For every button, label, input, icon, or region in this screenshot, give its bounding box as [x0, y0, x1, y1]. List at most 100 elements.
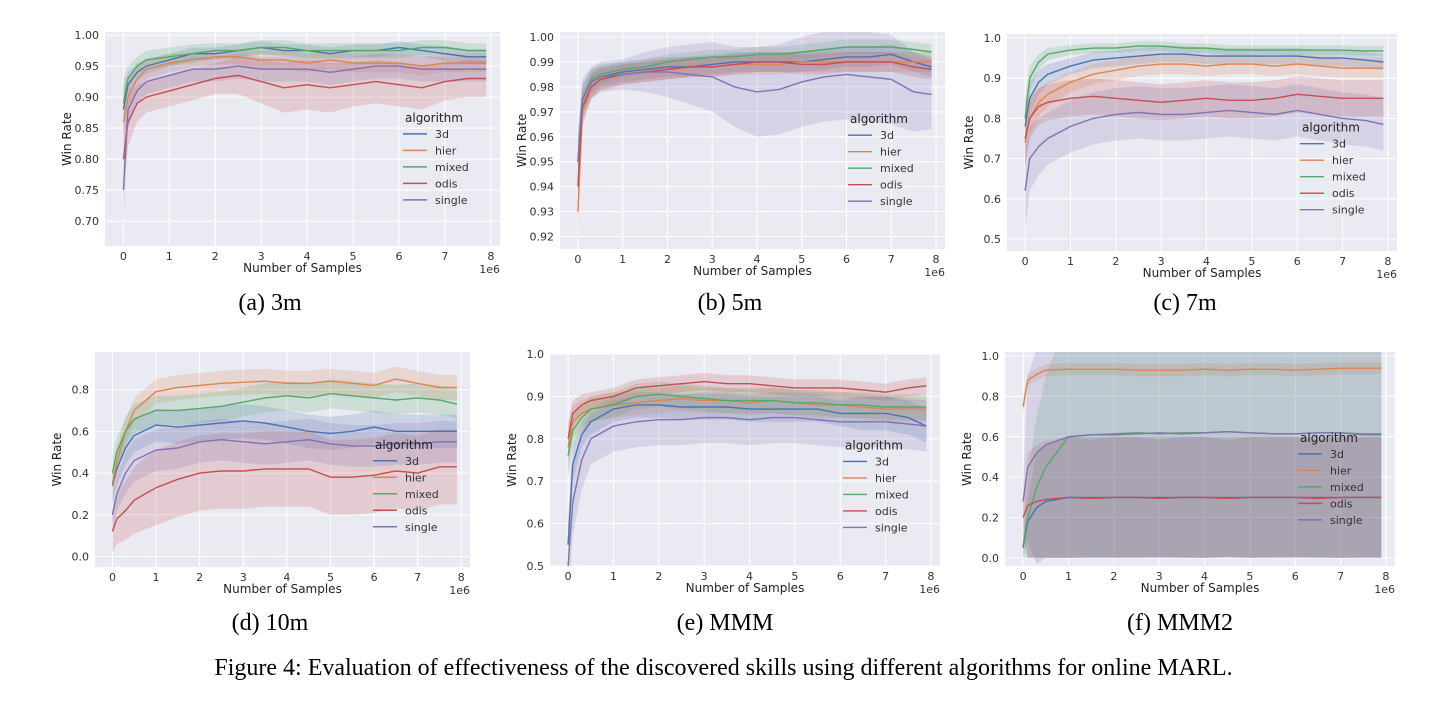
series-line-single — [577, 71, 932, 162]
x-tick-label: 3 — [240, 571, 247, 584]
series-line-mixed — [577, 46, 932, 162]
legend-label-hier: hier — [435, 144, 457, 157]
y-tick-label: 0.0 — [72, 551, 90, 564]
x-tick-label: 8 — [1384, 255, 1391, 268]
x-tick-label: 4 — [1203, 255, 1210, 268]
x-tick-label: 2 — [1110, 570, 1117, 583]
subcaption-mmm: (e) MMM — [676, 610, 774, 636]
legend-title: algorithm — [1302, 121, 1360, 135]
x-scale-label: 1e6 — [919, 583, 940, 596]
chart-svg: 0 1 2 3 4 5 6 7 8 0.92 0.93 0.94 0.95 0.96 0.97 0.98 0.9… — [515, 31, 945, 279]
chart-svg: 0 1 2 3 4 5 6 7 8 0.5 0.6 0.7 0.8 0.9 1.0 1e6 Number of … — [505, 348, 940, 596]
y-tick-label: 0.75 — [75, 184, 100, 197]
legend-label-odis: odis — [875, 505, 898, 518]
subcaption-mmm2: (f) MMM2 — [1127, 610, 1233, 636]
y-tick-label: 0.6 — [72, 425, 90, 438]
legend-label-3d: 3d — [875, 455, 889, 468]
x-tick-label: 2 — [655, 570, 662, 583]
y-tick-label: 0.85 — [75, 122, 100, 135]
x-tick-label: 1 — [1065, 570, 1072, 583]
series-line-odis — [1022, 496, 1382, 518]
legend-label-mixed: mixed — [880, 162, 914, 175]
confidence-band-3d — [1023, 436, 1382, 564]
legend-label-odis: odis — [880, 179, 903, 192]
confidence-band-hier — [1023, 362, 1382, 415]
x-tick-label: 8 — [487, 250, 494, 263]
y-tick-label: 1.00 — [75, 29, 100, 42]
confidence-band-3d — [123, 41, 487, 135]
x-axis-label: Number of Samples — [1143, 266, 1262, 280]
series-line-3d — [1024, 53, 1384, 127]
x-tick-label: 4 — [753, 253, 760, 266]
x-scale-label: 1e6 — [924, 266, 945, 279]
series-line-3d — [567, 404, 927, 545]
x-tick-label: 7 — [414, 571, 421, 584]
confidence-band-single — [1025, 84, 1384, 231]
series-line-hier — [1022, 367, 1382, 407]
legend-label-3d: 3d — [435, 128, 449, 141]
x-tick-label: 0 — [1020, 570, 1027, 583]
legend-label-hier: hier — [1332, 154, 1354, 167]
series-line-odis — [577, 61, 932, 187]
legend-label-single: single — [1332, 204, 1365, 217]
confidence-band-odis — [112, 429, 457, 553]
series-line-mixed — [122, 46, 487, 104]
y-tick-label: 0.70 — [75, 215, 100, 228]
confidence-band-hier — [1025, 54, 1384, 167]
series-line-odis — [111, 466, 457, 532]
y-tick-label: 0.9 — [984, 72, 1002, 85]
x-tick-label: 3 — [701, 570, 708, 583]
plot-background — [1007, 34, 1397, 251]
subcaption-7m: (c) 7m — [1153, 290, 1217, 316]
subcaption-5m: (b) 5m — [697, 290, 763, 316]
y-tick-label: 0.8 — [984, 112, 1002, 125]
legend-label-single: single — [875, 521, 908, 534]
series-line-odis — [1024, 93, 1384, 139]
y-tick-label: 0.4 — [72, 467, 90, 480]
x-tick-label: 3 — [1156, 570, 1163, 583]
x-tick-label: 6 — [1294, 255, 1301, 268]
confidence-band-3d — [577, 44, 932, 187]
x-tick-label: 8 — [927, 570, 934, 583]
x-tick-label: 5 — [350, 250, 357, 263]
y-tick-label: 0.80 — [75, 153, 100, 166]
confidence-band-hier — [568, 385, 927, 469]
y-tick-label: 0.92 — [530, 231, 555, 244]
confidence-band-3d — [112, 404, 457, 503]
y-tick-label: 0.99 — [530, 56, 555, 69]
legend-label-hier: hier — [1330, 464, 1352, 477]
y-axis-label: Win Rate — [50, 433, 64, 487]
chart-svg: 0 1 2 3 4 5 6 7 8 0.70 0.75 0.80 0.85 0.90 0.95 1.00 1e6… — [60, 29, 500, 276]
y-tick-label: 1.0 — [527, 348, 545, 361]
x-tick-label: 0 — [120, 250, 127, 263]
series-line-odis — [122, 74, 487, 160]
x-tick-label: 3 — [258, 250, 265, 263]
y-axis-label: Win Rate — [962, 116, 976, 170]
chart-svg: 0 1 2 3 4 5 6 7 8 0.5 0.6 0.7 0.8 0.9 1.0 1e6 Number of … — [962, 32, 1397, 281]
confidence-band-hier — [112, 366, 457, 501]
series-line-single — [122, 65, 487, 191]
legend-label-odis: odis — [1332, 187, 1355, 200]
y-tick-label: 0.6 — [984, 193, 1002, 206]
x-tick-label: 1 — [1067, 255, 1074, 268]
series-line-3d — [111, 420, 457, 486]
x-tick-label: 7 — [888, 253, 895, 266]
legend-label-hier: hier — [405, 471, 427, 484]
confidence-band-mixed — [123, 40, 487, 129]
legend-label-odis: odis — [405, 504, 428, 517]
confidence-band-single — [112, 418, 457, 532]
x-tick-label: 6 — [371, 571, 378, 584]
legend-label-single: single — [405, 521, 438, 534]
legend-label-3d: 3d — [880, 129, 894, 142]
legend-title: algorithm — [1300, 431, 1358, 445]
x-tick-label: 5 — [327, 571, 334, 584]
series-line-single — [111, 438, 457, 515]
y-tick-label: 0.98 — [530, 81, 555, 94]
x-tick-label: 3 — [1158, 255, 1165, 268]
plot-background — [560, 32, 945, 249]
y-tick-label: 1.0 — [984, 32, 1002, 45]
x-tick-label: 2 — [196, 571, 203, 584]
x-tick-label: 1 — [166, 250, 173, 263]
x-tick-label: 4 — [1201, 570, 1208, 583]
y-tick-label: 0.5 — [984, 233, 1002, 246]
